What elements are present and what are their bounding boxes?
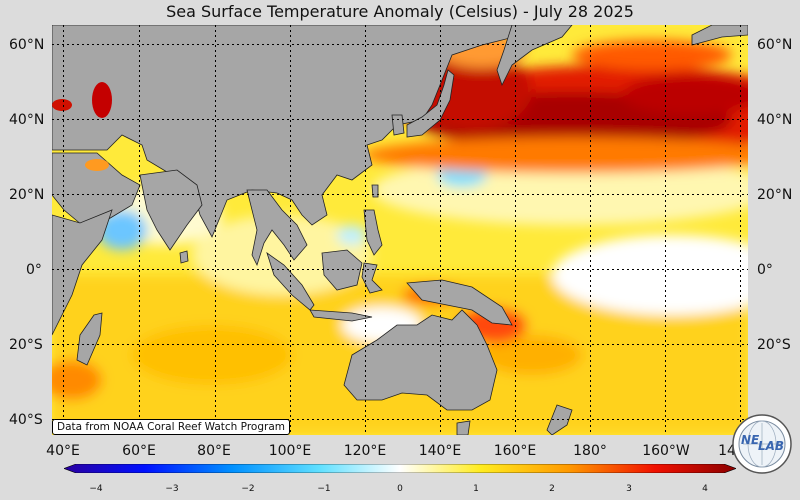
lat-label-20n-right: 20°N: [757, 187, 793, 203]
lat-label-20s: 20°S: [9, 337, 43, 353]
lat-label-40s: 40°S: [9, 412, 43, 428]
data-credit: Data from NOAA Coral Reef Watch Program: [52, 419, 290, 435]
colorbar: [64, 464, 736, 473]
lon-label-180: 180°: [573, 443, 607, 459]
colorbar-tick-m1: −1: [317, 484, 331, 494]
colorbar-tick-p3: 3: [626, 484, 632, 494]
colorbar-tick-m3: −3: [165, 484, 179, 494]
logo-text-lab: LAB: [758, 439, 784, 453]
lat-label-60n-right: 60°N: [757, 37, 793, 53]
lon-label-60e: 60°E: [122, 443, 156, 459]
map-title: Sea Surface Temperature Anomaly (Celsius…: [166, 2, 634, 21]
sst-anomaly-map: [52, 25, 748, 435]
lat-label-40n: 40°N: [9, 112, 45, 128]
lon-label-140e: 140°E: [418, 443, 462, 459]
inland-seas: [52, 82, 112, 171]
lat-label-60n: 60°N: [9, 37, 45, 53]
lon-label-140w: 14: [718, 443, 736, 459]
lat-label-equator: 0°: [26, 262, 42, 278]
logo-text-ne: NE: [741, 433, 760, 447]
colorbar-tick-m2: −2: [241, 484, 255, 494]
lat-label-40n-right: 40°N: [757, 112, 793, 128]
colorbar-tick-0: 0: [397, 484, 403, 494]
lat-label-20s-right: 20°S: [757, 337, 791, 353]
graticule: [52, 25, 748, 435]
lat-label-20n: 20°N: [9, 187, 45, 203]
colorbar-tick-p2: 2: [549, 484, 555, 494]
nexlab-logo: NE LAB: [732, 414, 792, 474]
lat-label-equator-right: 0°: [757, 262, 773, 278]
colorbar-tick-m4: −4: [89, 484, 103, 494]
land-masses: [52, 25, 748, 435]
colorbar-tick-p1: 1: [473, 484, 479, 494]
lon-label-40e: 40°E: [46, 443, 80, 459]
lon-label-80e: 80°E: [197, 443, 231, 459]
lon-label-160e: 160°E: [493, 443, 537, 459]
colorbar-tick-p4: 4: [702, 484, 708, 494]
lon-label-120e: 120°E: [343, 443, 387, 459]
lon-label-160w: 160°W: [642, 443, 690, 459]
lon-label-100e: 100°E: [268, 443, 312, 459]
